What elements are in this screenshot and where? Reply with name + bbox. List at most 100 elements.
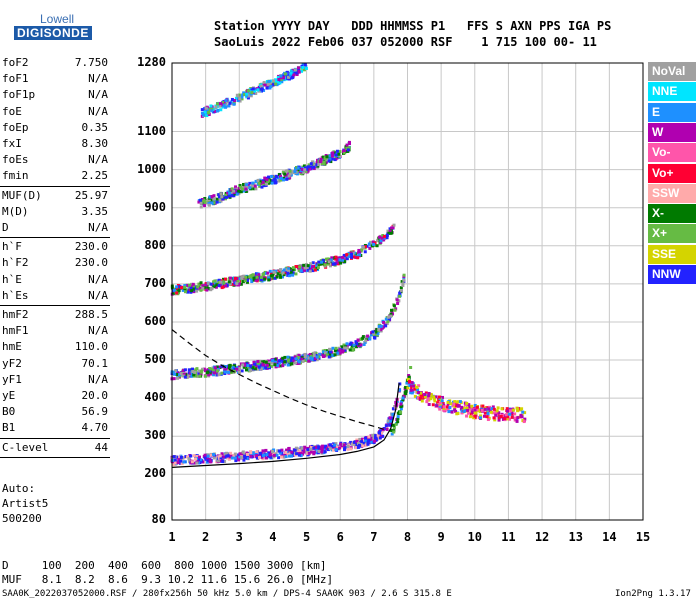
echo-point [399, 410, 403, 414]
echo-point [197, 372, 201, 376]
echo-point [287, 269, 291, 273]
param-name: foE [2, 104, 22, 118]
echo-point [201, 284, 205, 288]
echo-point [445, 405, 449, 409]
echo-point [470, 404, 474, 408]
echo-point [304, 263, 308, 267]
echo-point [334, 255, 338, 259]
echo-point [413, 394, 417, 398]
y-tick-label: 1100 [137, 123, 166, 138]
echo-point [327, 352, 331, 356]
echo-point [279, 268, 283, 272]
echo-point [396, 416, 400, 420]
echo-point [485, 406, 489, 410]
echo-point [367, 438, 371, 442]
echo-point [270, 181, 274, 185]
echo-point [269, 275, 273, 279]
echo-point [277, 449, 281, 453]
echo-point [223, 453, 227, 457]
echo-point [270, 455, 274, 459]
echo-point [224, 193, 228, 197]
echo-point [334, 448, 338, 452]
param-name: hmF1 [2, 324, 29, 338]
echo-point [278, 81, 282, 85]
echo-point [258, 453, 262, 457]
echo-point [467, 403, 471, 407]
echo-point [265, 86, 269, 90]
echo-point [283, 452, 287, 456]
echo-point [460, 411, 464, 415]
echo-point [483, 407, 487, 411]
echo-point [238, 456, 242, 460]
echo-point [314, 353, 318, 357]
echo-point [205, 114, 209, 118]
echo-point [182, 372, 186, 376]
echo-point [200, 200, 204, 204]
echo-point [450, 410, 454, 414]
echo-point [294, 361, 298, 365]
echo-point [197, 455, 201, 459]
echo-point [328, 347, 332, 351]
y-tick-label: 800 [144, 237, 166, 252]
echo-point [301, 359, 305, 363]
echo-point [215, 197, 219, 201]
echo-point [283, 72, 287, 76]
echo-point [291, 454, 295, 458]
echo-point [302, 263, 306, 267]
echo-point [391, 412, 395, 416]
echo-point [227, 280, 231, 284]
echo-point [271, 273, 275, 277]
echo-point [487, 407, 491, 411]
echo-point [380, 431, 384, 435]
echo-point [333, 353, 337, 357]
echo-point [254, 179, 258, 183]
echo-point [274, 452, 278, 456]
echo-point [246, 366, 250, 370]
echo-point [175, 285, 179, 289]
echo-point [203, 453, 207, 457]
echo-point [426, 397, 430, 401]
echo-point [291, 273, 295, 277]
echo-point [285, 448, 289, 452]
echo-point [202, 367, 206, 371]
echo-point [338, 348, 342, 352]
muf-distance-row: D 100 200 400 600 800 1000 1500 3000 [km… [2, 559, 327, 572]
echo-point [320, 353, 324, 357]
echo-point [292, 359, 296, 363]
echo-point [208, 372, 212, 376]
echo-point [257, 455, 261, 459]
echo-point [221, 197, 225, 201]
echo-point [519, 413, 523, 417]
echo-point [259, 275, 263, 279]
echo-point [336, 256, 340, 260]
echo-point [199, 205, 203, 209]
echo-point [259, 278, 263, 282]
y-tick-label: 600 [144, 313, 166, 328]
echo-point [178, 455, 182, 459]
echo-point [511, 408, 515, 412]
echo-point [281, 356, 285, 360]
echo-point [238, 367, 242, 371]
echo-point [218, 454, 222, 458]
echo-point [314, 264, 318, 268]
echo-point [220, 286, 224, 290]
echo-point [400, 404, 404, 408]
echo-point [288, 362, 292, 366]
echo-point [215, 102, 219, 106]
echo-point [197, 282, 201, 286]
echo-point [401, 283, 405, 287]
echo-point [246, 89, 250, 93]
param-value: N/A [88, 288, 108, 302]
echo-point [259, 182, 263, 186]
echo-point [387, 317, 391, 321]
echo-point [304, 358, 308, 362]
param-name: yE [2, 389, 16, 402]
y-tick-label: 500 [144, 352, 166, 367]
echo-point [361, 336, 365, 340]
echo-point [178, 461, 182, 465]
echo-point [244, 187, 248, 191]
echo-point [240, 187, 244, 191]
echo-point [385, 427, 389, 431]
echo-point [309, 356, 313, 360]
echo-point [308, 167, 312, 171]
